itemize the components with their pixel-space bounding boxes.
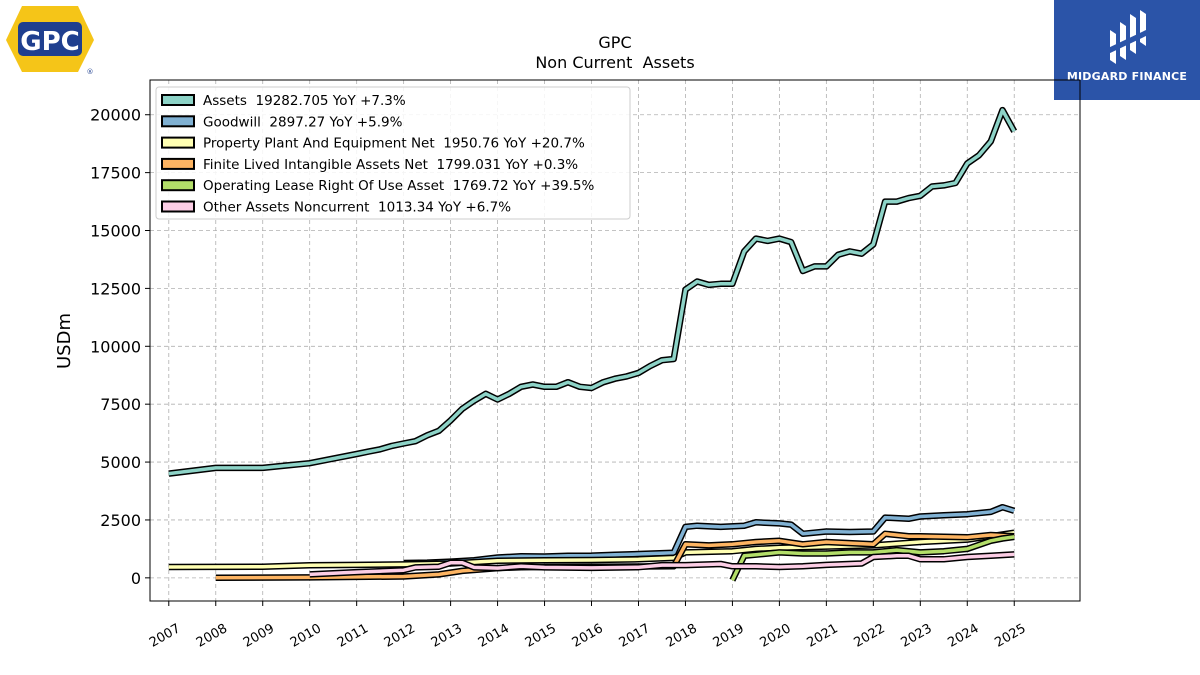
x-tick-label: 2009 (241, 621, 277, 651)
x-tick-label: 2025 (992, 621, 1028, 651)
legend-label: Assets 19282.705 YoY +7.3% (203, 93, 406, 109)
legend-label: Goodwill 2897.27 YoY +5.9% (203, 114, 403, 130)
legend-label: Operating Lease Right Of Use Asset 1769.… (203, 178, 595, 194)
x-tick-label: 2017 (617, 621, 653, 651)
chart-subtitle: Non Current Assets (535, 53, 694, 72)
x-tick-label: 2014 (476, 621, 512, 651)
x-tick-label: 2020 (758, 621, 794, 651)
y-axis-label: USDm (54, 313, 75, 369)
x-tick-label: 2021 (805, 621, 841, 651)
series-line (403, 505, 1015, 565)
x-tick-label: 2024 (945, 621, 981, 651)
legend-label: Other Assets Noncurrent 1013.34 YoY +6.7… (203, 200, 511, 216)
x-tick-label: 2013 (429, 621, 465, 651)
y-tick-label: 20000 (90, 106, 141, 125)
x-tick-label: 2023 (898, 621, 934, 651)
legend-swatch (161, 136, 195, 149)
gpc-logo-text: GPC (20, 27, 79, 57)
midgard-emblem-icon (1108, 10, 1146, 64)
series-line (215, 532, 1015, 580)
y-tick-label: 10000 (90, 337, 141, 356)
chart-title: GPC (598, 33, 631, 52)
x-tick-label: 2012 (382, 621, 418, 651)
x-tick-label: 2022 (852, 621, 888, 651)
series-line (168, 108, 1016, 476)
gpc-logo-plate (18, 22, 82, 56)
legend-swatch (161, 115, 195, 128)
y-tick-label: 12500 (90, 279, 141, 298)
x-tick-label: 2018 (664, 621, 700, 651)
y-tick-label: 7500 (100, 395, 141, 414)
y-tick-label: 17500 (90, 164, 141, 183)
y-tick-label: 2500 (100, 511, 141, 530)
legend-label: Property Plant And Equipment Net 1950.76… (203, 136, 585, 152)
legend-swatch (161, 200, 195, 213)
gpc-logo: GPC ® (4, 4, 96, 76)
series-line (730, 535, 1015, 581)
series-line (168, 530, 1015, 569)
series-line (309, 552, 1015, 577)
legend-box (155, 86, 631, 220)
x-tick-label: 2019 (711, 621, 747, 651)
midgard-finance-logo: MIDGARD FINANCE (1054, 0, 1200, 100)
x-tick-label: 2016 (570, 621, 606, 651)
x-tick-label: 2008 (194, 621, 230, 651)
legend-swatch (161, 94, 195, 106)
y-tick-label: 0 (131, 569, 141, 588)
legend-label: Finite Lived Intangible Assets Net 1799.… (203, 157, 578, 173)
midgard-finance-text: MIDGARD FINANCE (1066, 70, 1188, 83)
legend-swatch (161, 179, 195, 192)
x-tick-label: 2007 (147, 621, 183, 651)
x-tick-label: 2010 (288, 621, 324, 651)
legend: Assets 19282.705 YoY +7.3% Goodwill 2897.… (155, 86, 631, 220)
legend-swatch (161, 157, 195, 170)
x-tick-label: 2011 (335, 621, 371, 651)
series-lines (168, 106, 1018, 582)
y-tick-label: 5000 (100, 453, 141, 472)
plot-frame (149, 79, 1081, 602)
gpc-registered-mark: ® (87, 68, 94, 76)
y-tick-label: 15000 (90, 222, 141, 241)
x-tick-label: 2015 (523, 621, 559, 651)
